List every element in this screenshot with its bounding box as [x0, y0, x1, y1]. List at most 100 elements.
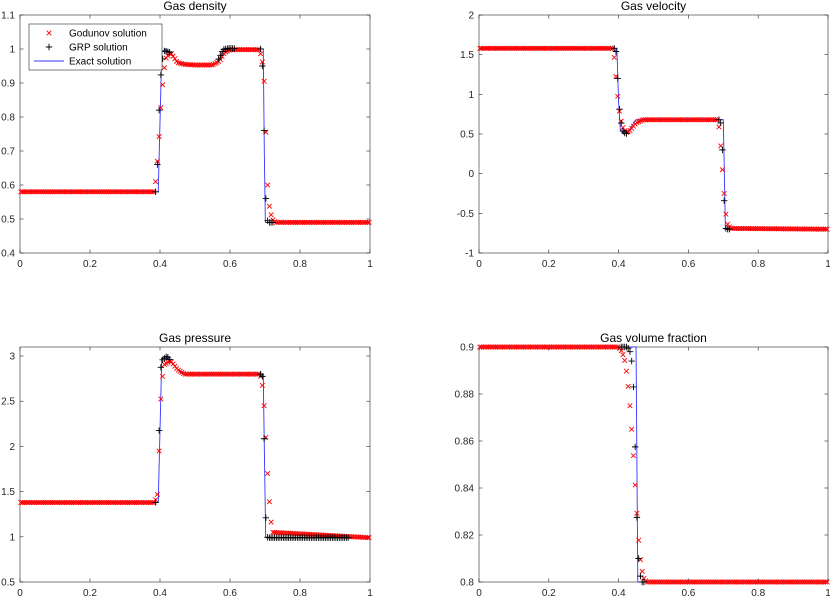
grp-point: [259, 62, 266, 70]
chart-title: Gas pressure: [159, 331, 231, 345]
grp-point: [262, 195, 270, 202]
godunov-point: [154, 158, 160, 164]
grp-point: [623, 130, 630, 137]
chart-density: Gas density 0 0.2 0.4 0.6 0.8 1 0.4 0.5 0.6 0.7 0.8…: [1, 0, 373, 270]
x-tick-label: 0.8: [751, 588, 765, 599]
y-tick-label: 0.9: [460, 343, 474, 354]
godunov-point: [366, 535, 372, 541]
grp-point: [259, 373, 266, 380]
x-tick-label: 1: [367, 259, 373, 270]
godunov-point: [623, 368, 630, 374]
x-tick-label: 0.4: [153, 588, 167, 599]
y-tick-label: 0.86: [455, 437, 475, 448]
godunov-point: [268, 212, 274, 218]
x-tick-label: 0.8: [293, 588, 307, 599]
chart-title: Gas velocity: [621, 0, 686, 13]
grp-point: [614, 75, 621, 82]
y-tick-label: 2: [468, 11, 474, 22]
x-tick-label: 0.6: [223, 259, 237, 270]
legend-entry: GRP solution: [69, 43, 128, 54]
x-tick-label: 0.6: [223, 588, 237, 599]
grp-point: [633, 514, 641, 521]
y-tick-label: -0.5: [457, 209, 475, 220]
grp-point: [217, 52, 224, 59]
godunov-point: [160, 82, 166, 88]
x-tick-label: 0.2: [542, 259, 556, 270]
x-tick-label: 0.4: [612, 588, 626, 599]
godunov-point: [824, 226, 830, 232]
y-tick-label: 0.4: [1, 249, 15, 260]
grp-point: [154, 161, 161, 168]
godunov-point: [364, 219, 370, 226]
x-tick-label: 0.2: [83, 588, 97, 599]
plot-area: [478, 346, 829, 583]
grp-point: [631, 443, 639, 451]
y-tick-label: 0.7: [1, 147, 15, 158]
grp-point: [257, 45, 264, 53]
godunov-point: [259, 59, 265, 65]
godunov-point: [630, 453, 637, 459]
grp-point: [166, 356, 173, 363]
godunov-point: [160, 373, 166, 379]
godunov-point: [712, 117, 719, 123]
godunov-point: [629, 426, 635, 432]
godunov-point: [824, 579, 830, 585]
grp-point: [157, 364, 165, 371]
godunov-point: [719, 167, 726, 173]
grp-point: [344, 534, 352, 541]
grp-point: [640, 578, 648, 586]
grp-point: [152, 188, 159, 195]
grp-point: [626, 348, 634, 355]
y-tick-label: 1.5: [1, 487, 15, 498]
godunov-point: [632, 482, 638, 488]
grp-point: [155, 427, 163, 434]
grp-point: [269, 219, 277, 226]
x-tick-label: 0.2: [542, 588, 556, 599]
grp-point: [717, 119, 724, 127]
y-tick-label: 1.1: [1, 11, 15, 22]
x-tick-label: 1: [367, 588, 373, 599]
legend-entry: Exact solution: [69, 57, 131, 68]
y-tick-label: 0.5: [1, 578, 15, 589]
godunov-point: [822, 579, 829, 585]
y-tick-label: 0.6: [1, 181, 15, 192]
godunov-point: [266, 499, 272, 505]
chart-velocity: Gas velocity 0 0.2 0.4 0.6 0.8 1 -1 -0.5 0 0.5 1 1.5…: [457, 0, 830, 270]
godunov-point: [156, 133, 162, 140]
grp-point: [726, 226, 733, 233]
godunov-point: [254, 371, 260, 377]
legend-grp-marker: [45, 43, 53, 51]
y-tick-label: 3: [9, 352, 15, 363]
x-tick-label: 0.4: [612, 259, 626, 270]
grp-point: [624, 344, 632, 352]
y-tick-label: 1: [9, 532, 15, 543]
plot-area: [478, 14, 829, 254]
y-tick-label: 2: [9, 442, 15, 453]
godunov-point: [627, 403, 633, 409]
legend-entry: Godunov solution: [69, 29, 147, 40]
x-tick-label: 0.6: [681, 588, 695, 599]
x-tick-label: 0: [17, 259, 23, 270]
y-tick-label: 0: [468, 169, 474, 180]
x-tick-label: 0: [476, 588, 482, 599]
godunov-point: [149, 499, 155, 506]
legend: Godunov solution GRP solution Exact soluti…: [28, 23, 163, 71]
plot-area: [19, 346, 371, 583]
grp-point: [637, 572, 644, 580]
godunov-point: [266, 203, 272, 209]
godunov-point: [156, 448, 162, 454]
chart-pressure: Gas pressure 0 0.2 0.4 0.6 0.8 1 0.5 1 1.5 2 2.5 3: [1, 331, 373, 599]
godunov-point: [636, 537, 642, 543]
x-tick-label: 0.6: [681, 259, 695, 270]
godunov-point: [822, 226, 829, 232]
x-tick-label: 0.4: [153, 259, 167, 270]
legend-godunov-marker: [46, 30, 52, 36]
chart-title: Gas density: [163, 0, 226, 13]
y-tick-label: 0.88: [455, 390, 475, 401]
y-tick-label: 0.9: [1, 79, 15, 90]
godunov-point: [170, 53, 176, 59]
x-tick-label: 1: [825, 588, 830, 599]
godunov-point: [625, 383, 631, 389]
y-tick-label: 1.5: [460, 50, 474, 61]
godunov-point: [620, 352, 626, 358]
